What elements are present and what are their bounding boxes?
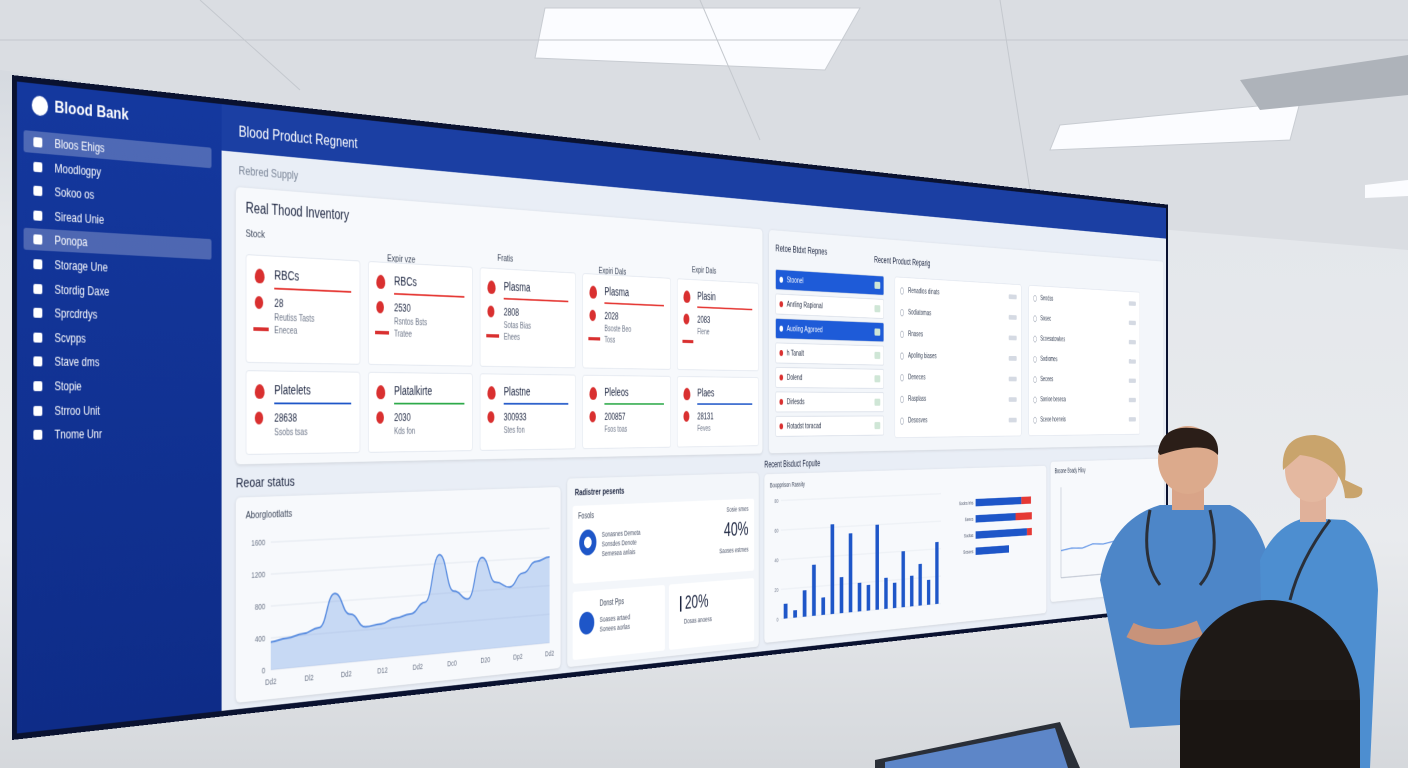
chart: 0 400 800 1200 1600 Dd2 Dl2 Dd2 D12 Dd2 Dc0 D20 Dp2 D… (251, 520, 554, 687)
y-tick-label: 0 (777, 616, 779, 623)
x-tick-label: Dd2 (265, 677, 277, 687)
ceiling-light (1365, 180, 1408, 198)
ceiling-grid (199, 0, 301, 91)
y-tick-label: 400 (255, 634, 266, 644)
x-tick-label: Dd2 (341, 669, 352, 679)
y-tick-label: 1600 (251, 538, 265, 548)
ceiling-light (534, 7, 861, 71)
x-tick-label: D12 (377, 666, 388, 676)
hbar-label: Soobs hhs (959, 499, 974, 506)
y-tick-label: 0 (262, 666, 266, 675)
y-tick-label: 80 (774, 497, 778, 504)
x-tick-label: Dd2 (545, 649, 554, 658)
x-tick-label: Dl2 (305, 673, 314, 683)
products-card: Boopprison Rassity 0 20 40 60 80 Soobs hhs Sene… (764, 465, 1047, 643)
x-tick-label: Dp2 (513, 652, 523, 661)
y-tick-label: 800 (255, 602, 266, 612)
x-tick-label: Dd2 (413, 662, 423, 671)
y-tick-label: 40 (774, 556, 778, 564)
y-tick-label: 60 (774, 527, 778, 534)
laptop (875, 722, 1080, 768)
ceiling-grid (999, 0, 1031, 191)
air-vent (1240, 55, 1408, 110)
ceiling-grid (699, 0, 761, 141)
chart: 0 20 40 60 80 Soobs hhs Senes Sootas Sesoes (774, 483, 1032, 623)
hbar-label: Sesoes (963, 548, 973, 555)
hbar-label: Sootas (964, 532, 974, 539)
ceiling-surface (0, 0, 1408, 250)
wall-screen: Blood Bank Bloos Ehigs Moodlogpy Sokoo os Si… (12, 75, 1168, 740)
ceiling-light (1049, 101, 1301, 151)
area-card: Aborglootlatts 0 400 800 1200 1600 Dd2 Dl2 Dd2 D1… (235, 486, 561, 703)
x-tick-label: Dc0 (447, 659, 457, 668)
main: Blood Product Regnent Rebred Supply Real T… (221, 104, 1168, 711)
y-tick-label: 1200 (251, 570, 265, 580)
hbar-label: Senes (965, 516, 974, 523)
viewer-head (1180, 600, 1360, 768)
y-tick-label: 20 (774, 586, 778, 594)
x-tick-label: D20 (481, 656, 491, 665)
